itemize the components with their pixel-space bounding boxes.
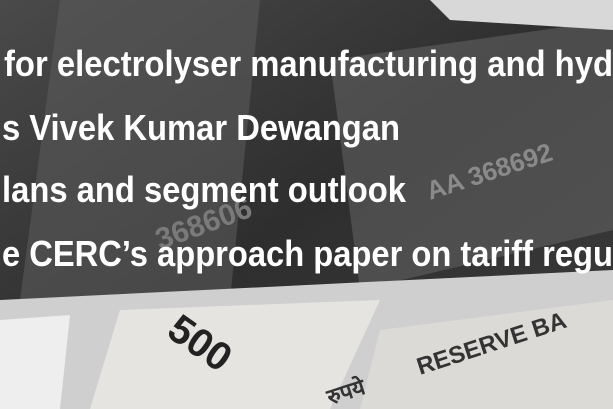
headline: e CERC’s approach paper on tariff regu [2,233,613,274]
cover-photo: 368606 AA 368692 500 RESERVE BA रुपये fo… [0,0,613,409]
headline: s Vivek Kumar Dewangan [2,107,400,148]
banknote-shape [0,315,70,409]
headline: for electrolyser manufacturing and hyd [4,43,613,84]
headline: lans and segment outlook [2,169,407,210]
page: {"headlines": ["for electrolyser manufac… [0,0,613,409]
